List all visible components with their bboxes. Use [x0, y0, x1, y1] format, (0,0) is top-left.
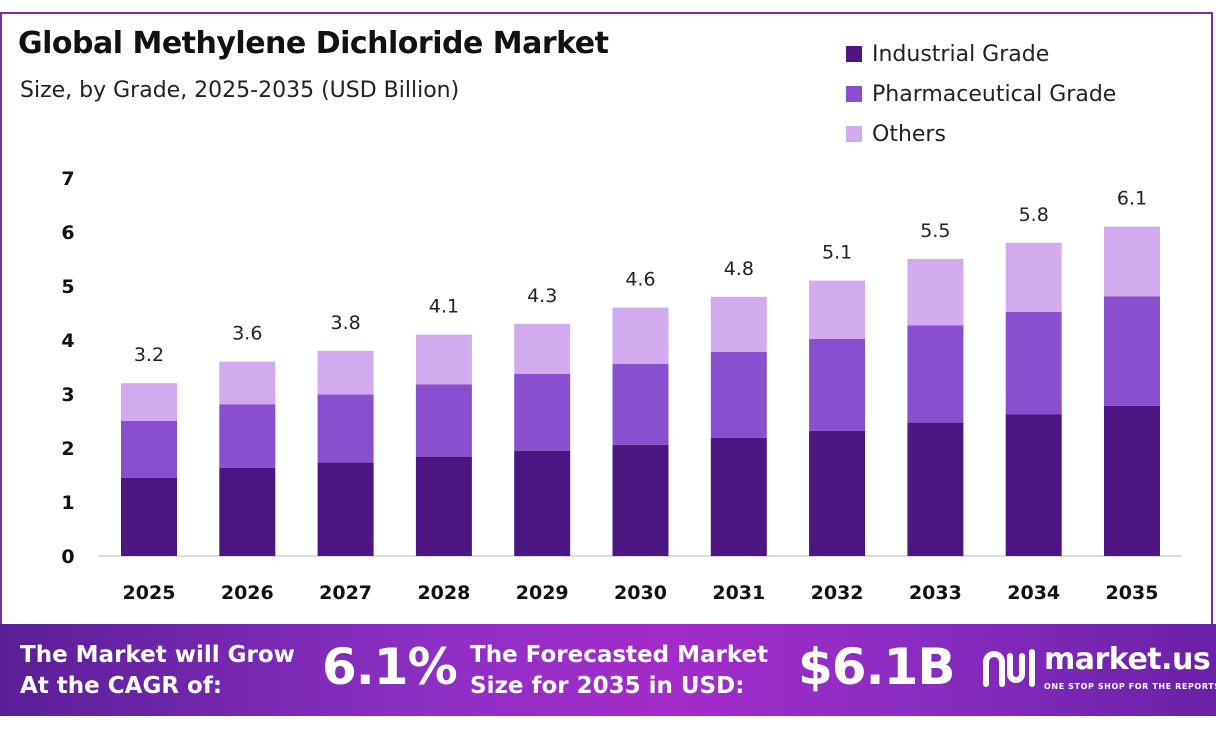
- forecast-label-line1: The Forecasted Market: [470, 642, 769, 668]
- bar-total-label: 3.2: [134, 344, 164, 366]
- bar-segment-industrial: [907, 422, 964, 556]
- y-tick-label: 2: [61, 438, 74, 460]
- bar-segment-others: [809, 280, 866, 339]
- logo-tagline: ONE STOP SHOP FOR THE REPORTS: [1044, 682, 1216, 691]
- x-tick-label: 2027: [319, 582, 372, 604]
- cagr-label-line2: At the CAGR of:: [20, 673, 223, 699]
- bar-segment-others: [121, 383, 177, 421]
- legend-swatch-pharmaceutical: [846, 86, 862, 102]
- legend-label-industrial: Industrial Grade: [872, 41, 1050, 67]
- bar-segment-pharmaceutical: [612, 363, 669, 445]
- forecast-label: The Forecasted Market Size for 2035 in U…: [470, 640, 768, 702]
- bar-total-label: 4.3: [527, 285, 557, 307]
- bar-segment-pharmaceutical: [1104, 296, 1160, 406]
- y-tick-label: 4: [61, 330, 74, 352]
- legend-item-pharmaceutical: Pharmaceutical Grade: [846, 74, 1116, 114]
- bar-total-label: 3.8: [330, 312, 360, 334]
- legend-label-others: Others: [872, 121, 946, 147]
- bar-total-label: 5.5: [920, 220, 950, 242]
- bar-segment-industrial: [809, 430, 866, 556]
- bar-total-label: 4.8: [724, 258, 754, 280]
- x-tick-label: 2029: [516, 582, 569, 604]
- bar-segment-industrial: [710, 437, 767, 556]
- market-us-logo: market.us ONE STOP SHOP FOR THE REPORTS: [982, 640, 1216, 700]
- bar-total-label: 4.1: [429, 296, 459, 318]
- bar-segment-pharmaceutical: [317, 394, 374, 463]
- bar-total-label: 3.6: [232, 323, 262, 345]
- x-tick-label: 2035: [1106, 582, 1159, 604]
- bar-total-label: 4.6: [625, 269, 655, 291]
- legend-item-others: Others: [846, 114, 1116, 154]
- y-tick-label: 7: [61, 168, 74, 190]
- summary-banner: The Market will Grow At the CAGR of: 6.1…: [0, 624, 1216, 716]
- bar-segment-industrial: [317, 462, 374, 556]
- x-tick-label: 2033: [909, 582, 962, 604]
- bar-segment-industrial: [219, 467, 276, 556]
- bar-segment-pharmaceutical: [219, 404, 276, 468]
- x-tick-label: 2026: [221, 582, 274, 604]
- stacked-bar-chart: 0 1 2 3 4 5 6 7 3.2 2025 3.6 2026 3.8 2027 4.1 2028 4.3 2…: [61, 168, 1182, 604]
- bar-segment-industrial: [612, 444, 669, 556]
- bar-segment-pharmaceutical: [514, 374, 571, 451]
- bar-segment-others: [1104, 226, 1160, 297]
- y-tick-label: 0: [61, 546, 74, 568]
- chart-subtitle: Size, by Grade, 2025-2035 (USD Billion): [20, 78, 460, 103]
- forecast-value: $6.1B: [798, 638, 955, 696]
- bar-segment-others: [612, 307, 669, 364]
- bar-segment-others: [514, 323, 571, 375]
- bar-segment-industrial: [415, 456, 472, 556]
- bar-segment-industrial: [514, 450, 571, 556]
- bar-segment-pharmaceutical: [415, 384, 472, 457]
- x-tick-label: 2028: [417, 582, 470, 604]
- bar-segment-pharmaceutical: [710, 351, 767, 438]
- bar-segment-industrial: [1005, 414, 1062, 556]
- x-tick-label: 2034: [1007, 582, 1060, 604]
- bar-segment-pharmaceutical: [907, 325, 964, 423]
- y-tick-label: 1: [61, 492, 74, 514]
- logo-name: market.us: [1044, 642, 1211, 677]
- bar-segment-pharmaceutical: [809, 338, 866, 431]
- cagr-label: The Market will Grow At the CAGR of:: [20, 640, 295, 702]
- cagr-label-line1: The Market will Grow: [20, 642, 295, 668]
- legend: Industrial Grade Pharmaceutical Grade Ot…: [846, 34, 1116, 154]
- x-tick-label: 2032: [811, 582, 864, 604]
- bar-segment-others: [317, 350, 374, 395]
- bar-segment-others: [1005, 242, 1062, 312]
- y-tick-label: 5: [61, 276, 74, 298]
- chart-title: Global Methylene Dichloride Market: [18, 26, 609, 61]
- legend-swatch-others: [846, 126, 862, 142]
- bar-total-label: 5.8: [1019, 204, 1049, 226]
- y-tick-label: 6: [61, 222, 74, 244]
- legend-label-pharmaceutical: Pharmaceutical Grade: [872, 81, 1117, 107]
- bar-segment-others: [219, 361, 276, 405]
- bar-segment-others: [710, 296, 767, 352]
- bar-segment-others: [415, 334, 472, 385]
- bar-segment-industrial: [121, 477, 177, 556]
- bar-segment-industrial: [1104, 405, 1160, 556]
- bar-total-label: 6.1: [1117, 188, 1147, 210]
- bar-segment-pharmaceutical: [121, 421, 177, 478]
- legend-swatch-industrial: [846, 46, 862, 62]
- forecast-label-line2: Size for 2035 in USD:: [470, 673, 745, 699]
- legend-item-industrial: Industrial Grade: [846, 34, 1116, 74]
- bar-segment-others: [907, 259, 964, 326]
- x-tick-label: 2025: [123, 582, 176, 604]
- bar-segment-pharmaceutical: [1005, 311, 1062, 415]
- market-us-logo-icon: [983, 649, 1035, 687]
- bar-total-label: 5.1: [822, 242, 852, 264]
- y-tick-label: 3: [61, 384, 74, 406]
- x-tick-label: 2030: [614, 582, 667, 604]
- cagr-value: 6.1%: [322, 638, 458, 696]
- x-tick-label: 2031: [712, 582, 765, 604]
